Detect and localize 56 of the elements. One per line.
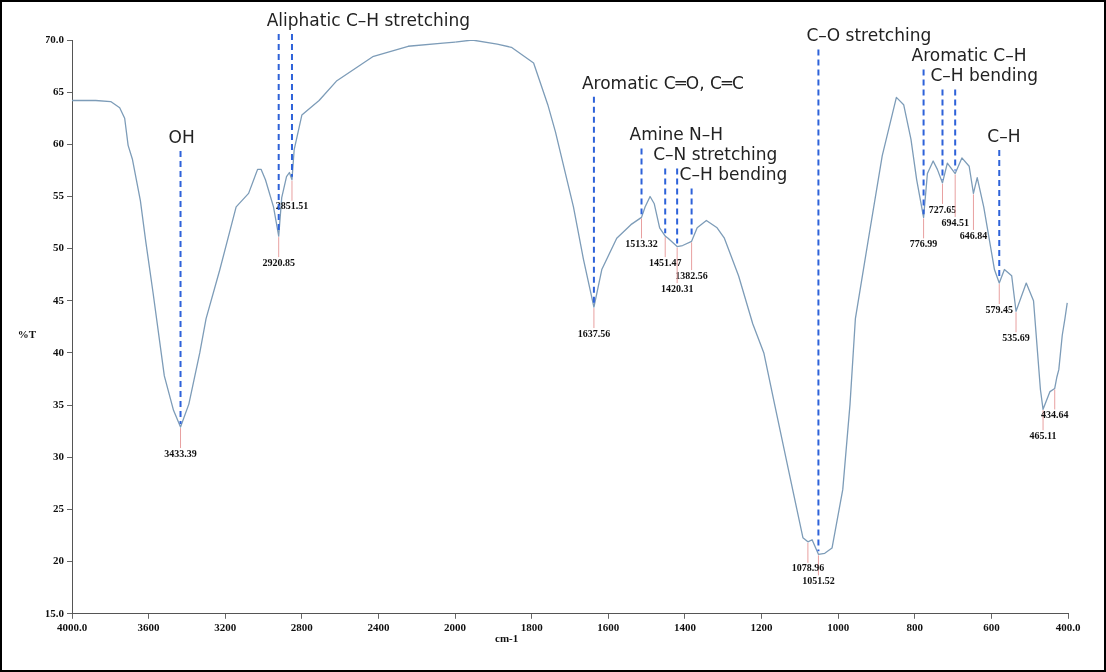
annotation: 1637.56	[577, 327, 611, 339]
y-tick-label: 55	[53, 189, 65, 202]
y-axis-title: %T	[17, 327, 37, 340]
x-tick-label: 1400	[673, 621, 697, 634]
annotation: Aromatic C–H	[911, 45, 1027, 66]
y-tick-label: 50	[53, 241, 65, 254]
annotation: 1420.31	[660, 282, 694, 294]
annotation: C–H	[987, 125, 1021, 146]
annotation: OH	[168, 126, 195, 147]
x-tick-label: 1800	[520, 621, 544, 634]
x-tick-label: 2400	[367, 621, 390, 634]
x-tick-label: 2000	[444, 621, 467, 634]
y-tick-label: 45	[53, 293, 65, 306]
annotation: Amine N–H	[629, 124, 724, 145]
y-tick-label: 20	[53, 554, 65, 567]
y-tick-label: 65	[53, 85, 65, 98]
x-tick-label: 800	[906, 621, 924, 634]
annotation: C–N stretching	[653, 144, 778, 165]
x-tick-label: 3200	[214, 621, 237, 634]
x-tick-label: 2800	[290, 621, 314, 634]
x-tick-label: 3600	[137, 621, 161, 634]
x-tick-label: 1000	[827, 621, 850, 634]
annotation: 1513.32	[625, 237, 658, 249]
annotation: C–H bending	[930, 65, 1039, 86]
x-tick-label: 1200	[750, 621, 774, 634]
annotation: 694.51	[941, 216, 969, 228]
annotation: 1078.96	[791, 562, 825, 574]
annotation: 535.69	[1002, 331, 1030, 343]
annotation: Aliphatic C–H stretching	[266, 10, 471, 31]
annotation: 727.65	[928, 203, 957, 215]
annotation: C–O stretching	[806, 25, 932, 46]
annotation: 434.64	[1040, 409, 1069, 421]
annotation: 646.84	[959, 229, 988, 241]
annotation: 579.45	[985, 303, 1014, 315]
annotation: 2920.85	[262, 256, 295, 268]
x-tick-label: 600	[983, 621, 1001, 634]
x-tick-label: 1600	[597, 621, 620, 634]
y-tick-label: 60	[53, 137, 65, 150]
annotation: 1451.47	[648, 256, 682, 268]
annotation: 465.11	[1029, 429, 1057, 441]
x-axis-title: cm-1	[495, 632, 519, 645]
annotation: 776.99	[909, 237, 938, 249]
annotation: C–H bending	[679, 164, 788, 185]
y-tick-label: 30	[53, 450, 65, 463]
y-tick-label: 35	[53, 397, 65, 410]
annotation: 3433.39	[164, 447, 197, 459]
annotation: 1051.52	[802, 574, 835, 586]
annotation: 1382.56	[675, 269, 708, 281]
y-tick-label: 70.0	[44, 32, 65, 45]
annotation: Aromatic C═O, C═C	[581, 72, 744, 93]
y-tick-label: 15.0	[44, 606, 65, 619]
x-tick-label: 400.0	[1055, 621, 1081, 634]
annotation: 2851.51	[275, 200, 309, 212]
y-tick-label: 25	[53, 502, 65, 515]
x-tick-label: 4000.0	[56, 621, 88, 634]
y-tick-label: 40	[53, 345, 65, 358]
